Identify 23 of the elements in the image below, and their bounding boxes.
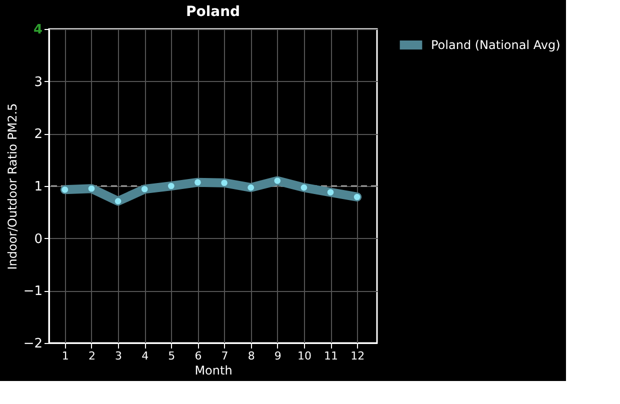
x-tick-label: 7 [221, 350, 228, 362]
x-tick-label: 8 [248, 350, 255, 362]
x-tick-label: 3 [115, 350, 122, 362]
y-tick-label: −2 [23, 336, 42, 352]
x-tick-label: 1 [62, 350, 69, 362]
chart-title: Poland [186, 4, 240, 20]
x-tick-label: 4 [142, 350, 149, 362]
y-tick-label: 0 [34, 232, 42, 247]
x-axis-title: Month [194, 364, 232, 378]
x-tick-label: 2 [88, 350, 96, 362]
y-tick-label: 4 [33, 22, 42, 38]
y-tick-label: 1 [34, 180, 42, 194]
y-axis-title: Indoor/Outdoor Ratio PM2.5 [5, 103, 20, 270]
x-tick-label: 10 [297, 350, 312, 362]
y-tick-label: 3 [34, 74, 42, 90]
x-tick-label: 5 [168, 350, 176, 362]
y-tick-label: −1 [23, 284, 42, 300]
x-tick-label: 11 [324, 350, 338, 362]
legend-label: Poland (National Avg) [431, 38, 560, 52]
x-tick-label: 12 [350, 350, 365, 362]
y-tick-label: 2 [34, 127, 42, 142]
x-tick-label: 6 [194, 350, 202, 362]
x-tick-label: 9 [274, 350, 282, 362]
